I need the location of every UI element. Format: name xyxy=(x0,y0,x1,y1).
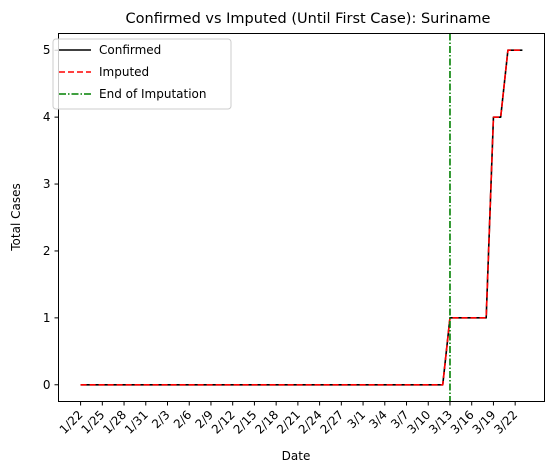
plot-area xyxy=(80,33,523,402)
x-tick-label: 3/16 xyxy=(448,408,477,437)
y-axis-label: Total Cases xyxy=(9,183,23,251)
legend: Confirmed Imputed End of Imputation xyxy=(52,38,232,110)
y-tick-label: 0 xyxy=(43,378,51,392)
y-tick-label: 2 xyxy=(43,244,51,258)
x-tick-label: 2/12 xyxy=(209,408,238,437)
x-tick-label: 1/28 xyxy=(100,408,129,437)
x-tick-label: 3/22 xyxy=(491,408,520,437)
x-tick-label: 3/19 xyxy=(470,408,499,437)
x-tick-label: 2/18 xyxy=(252,408,281,437)
x-tick-label: 3/4 xyxy=(366,408,390,432)
y-tick-label: 4 xyxy=(43,110,51,124)
legend-label-confirmed: Confirmed xyxy=(99,43,161,57)
x-tick-label: 1/22 xyxy=(57,408,86,437)
legend-box xyxy=(52,38,232,110)
x-tick-label: 3/13 xyxy=(426,408,455,437)
x-tick-label: 2/27 xyxy=(317,408,346,437)
chart-title: Confirmed vs Imputed (Until First Case):… xyxy=(126,11,491,27)
x-tick-label: 2/24 xyxy=(296,408,325,437)
x-tick-label: 2/3 xyxy=(149,408,173,432)
x-tick-label: 3/1 xyxy=(345,408,369,432)
y-tick-label: 5 xyxy=(43,43,51,57)
x-tick-label: 2/21 xyxy=(274,408,303,437)
x-tick-label: 1/25 xyxy=(78,408,107,437)
x-tick-label: 3/10 xyxy=(404,408,433,437)
x-tick-label: 2/6 xyxy=(171,408,195,432)
legend-label-imputed: Imputed xyxy=(99,65,149,79)
y-tick-label: 1 xyxy=(43,311,51,325)
x-axis: 1/221/251/281/312/32/62/92/122/152/182/2… xyxy=(57,401,520,437)
x-tick-label: 1/31 xyxy=(122,408,151,437)
y-tick-label: 3 xyxy=(43,177,51,191)
x-tick-label: 2/15 xyxy=(231,408,260,437)
x-axis-label: Date xyxy=(282,449,311,463)
plot-frame xyxy=(58,33,545,402)
legend-label-end-of-imputation: End of Imputation xyxy=(99,87,207,101)
series-line-imputed xyxy=(80,49,523,386)
